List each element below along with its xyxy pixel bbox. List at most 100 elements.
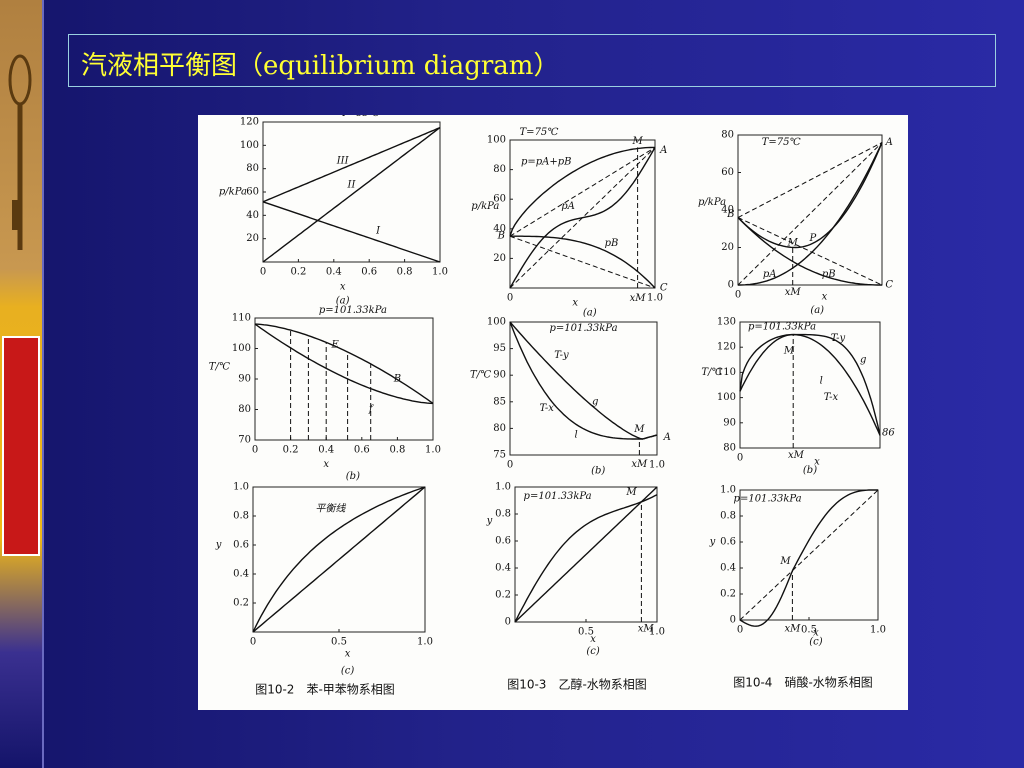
y-tick-label: 0.4 xyxy=(233,569,249,580)
annotation: II xyxy=(347,180,357,191)
annotation: xM xyxy=(785,287,802,298)
y-tick-label: 40 xyxy=(493,223,506,234)
y-tick-label: 120 xyxy=(240,117,259,128)
annotation: p/kPa xyxy=(471,201,499,212)
side-decoration xyxy=(0,0,44,768)
curve xyxy=(509,321,658,440)
y-tick-label: 0.6 xyxy=(720,537,736,548)
curve xyxy=(738,142,883,286)
annotation: M xyxy=(783,345,795,356)
scanned-figures: 图10-2 苯-甲苯物系相图 120 100 80 60 40 20 0 0.2 0.4 0.6 0.… xyxy=(198,115,908,710)
annotation: M xyxy=(625,487,637,498)
annotation: p=101.33kPa xyxy=(524,491,592,502)
annotation: x xyxy=(822,292,828,303)
annotation: P xyxy=(809,233,817,244)
y-tick-label: 80 xyxy=(493,423,506,434)
annotation: p/kPa xyxy=(698,197,726,208)
annotation: A xyxy=(659,145,667,156)
annotation: g xyxy=(592,396,598,407)
curve xyxy=(737,217,882,286)
y-tick-label: 0.8 xyxy=(233,511,249,522)
x-tick-label: 1.0 xyxy=(649,627,665,638)
y-tick-label: 90 xyxy=(493,370,506,381)
x-tick-label: 0.4 xyxy=(318,445,334,456)
y-tick-label: 80 xyxy=(723,443,736,454)
dashed-line xyxy=(509,235,656,289)
y-tick-label: 130 xyxy=(717,317,736,328)
annotation: xM xyxy=(638,623,655,634)
curve xyxy=(739,489,878,627)
y-tick-label: 40 xyxy=(246,210,259,221)
x-tick-label: 0 xyxy=(252,445,258,456)
dashed-line xyxy=(737,217,883,286)
x-tick-label: 1.0 xyxy=(649,460,665,471)
curve xyxy=(262,127,441,263)
y-tick-label: 110 xyxy=(717,367,736,378)
annotation: T-x xyxy=(540,403,555,414)
annotation: T-y xyxy=(831,333,846,344)
annotation: B xyxy=(393,374,401,385)
annotation: xM xyxy=(784,624,801,635)
annotation: p=101.33kPa xyxy=(549,323,617,334)
y-tick-label: 0.6 xyxy=(233,540,249,551)
annotation: (a) xyxy=(583,308,597,319)
annotation: x xyxy=(340,282,346,293)
curve xyxy=(514,486,658,623)
y-tick-label: 20 xyxy=(246,233,259,244)
y-tick-label: 1.0 xyxy=(495,482,511,493)
y-tick-label: 60 xyxy=(493,194,506,205)
y-tick-label: 0.2 xyxy=(720,589,736,600)
dashed-line xyxy=(509,147,656,289)
annotation: x xyxy=(323,459,329,470)
annotation: (a) xyxy=(810,305,824,316)
y-tick-label: 0.2 xyxy=(495,590,511,601)
annotation: x xyxy=(590,634,596,645)
x-tick-label: 0.8 xyxy=(389,445,405,456)
curve xyxy=(737,142,883,249)
annotation: x xyxy=(572,297,578,308)
annotation: (b) xyxy=(346,471,360,482)
annotation: T-y xyxy=(554,350,569,361)
curve xyxy=(509,146,655,237)
curve xyxy=(252,486,426,633)
y-tick-label: 40 xyxy=(721,205,734,216)
y-tick-label: 0.4 xyxy=(495,563,511,574)
x-tick-label: 1.0 xyxy=(647,293,663,304)
annotation: f xyxy=(368,404,375,415)
curve xyxy=(739,333,881,436)
annotation: B xyxy=(726,209,734,220)
annotation: T=75℃ xyxy=(520,127,559,138)
y-tick-label: 90 xyxy=(723,417,736,428)
annotation: y xyxy=(709,537,716,548)
y-tick-label: 80 xyxy=(238,404,251,415)
x-tick-label: 0.2 xyxy=(283,445,299,456)
annotation: A xyxy=(663,432,671,443)
annotation: III xyxy=(336,156,350,167)
figure-caption: 图10-3 乙醇-水物系相图 xyxy=(507,677,647,692)
seal-decoration xyxy=(2,336,40,556)
annotation: T/℃ xyxy=(701,367,722,378)
curve xyxy=(254,323,434,404)
annotation: l xyxy=(820,376,823,387)
annotation: C xyxy=(660,283,668,294)
curve xyxy=(252,486,426,633)
annotation: p=pA+pB xyxy=(521,157,572,168)
curve xyxy=(262,126,441,203)
figure-background xyxy=(198,115,908,710)
y-tick-label: 20 xyxy=(493,253,506,264)
annotation: T=75℃ xyxy=(762,137,801,148)
annotation: xM xyxy=(631,459,648,470)
annotation: A xyxy=(885,137,893,148)
annotation: M xyxy=(631,136,643,147)
annotation: (c) xyxy=(586,646,600,657)
y-tick-label: 0 xyxy=(505,617,511,628)
annotation: pB xyxy=(822,269,836,280)
annotation: B xyxy=(497,231,505,242)
y-tick-label: 70 xyxy=(238,435,251,446)
annotation: p=101.33kPa xyxy=(734,494,802,505)
y-tick-label: 0 xyxy=(728,280,734,291)
dashed-line xyxy=(509,146,656,237)
x-tick-label: 0.5 xyxy=(578,627,594,638)
annotation: T/℃ xyxy=(209,361,230,372)
annotation: I xyxy=(375,226,381,237)
